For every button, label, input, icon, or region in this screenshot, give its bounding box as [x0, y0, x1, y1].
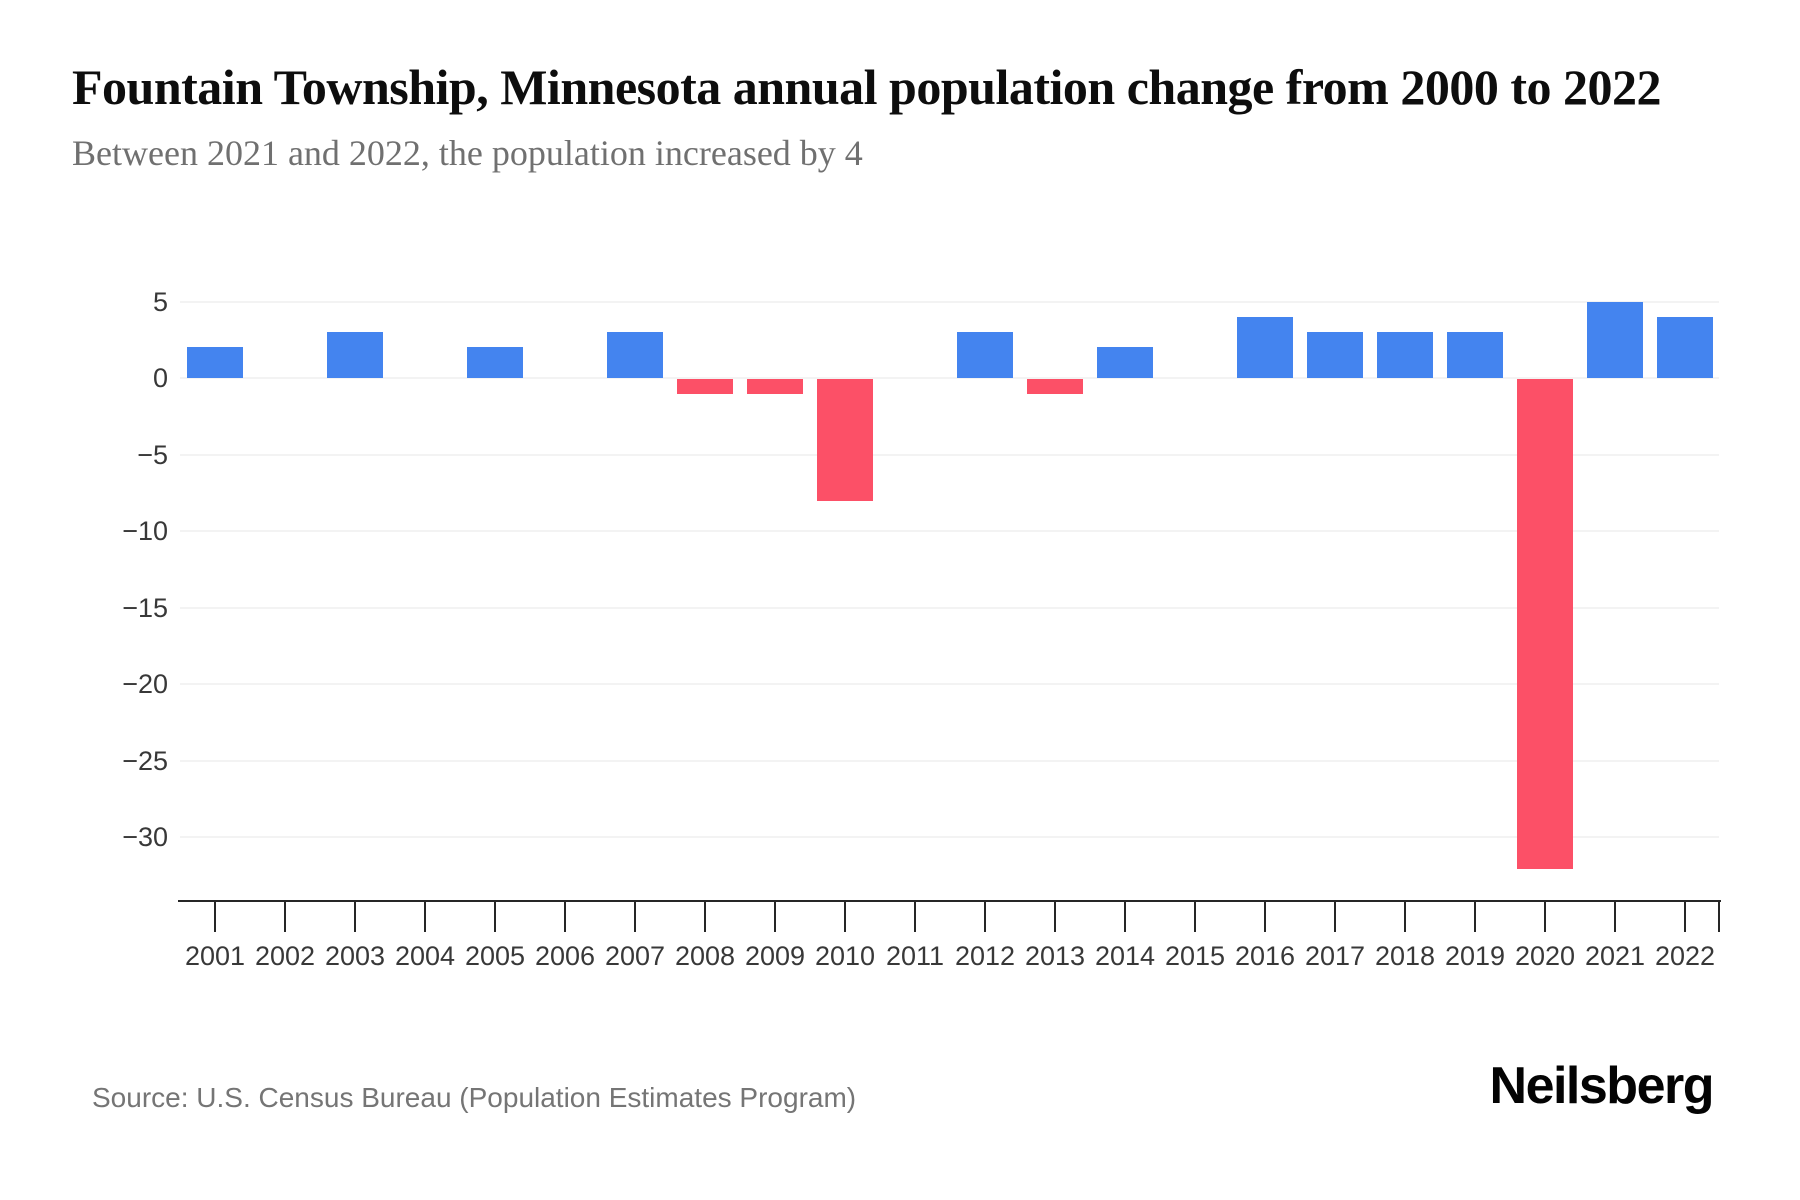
- x-axis-label-2019: 2019: [1444, 941, 1506, 971]
- x-axis-label-2021: 2021: [1584, 941, 1646, 971]
- x-tick-2019: [1474, 902, 1476, 932]
- bar-2014[interactable]: [1097, 347, 1153, 378]
- x-axis-label-2013: 2013: [1024, 941, 1086, 971]
- x-axis-label-2007: 2007: [604, 941, 666, 971]
- x-axis-label-2009: 2009: [744, 941, 806, 971]
- bar-2017[interactable]: [1307, 332, 1363, 378]
- bar-2020[interactable]: [1517, 379, 1573, 869]
- gridline-y-25: [180, 759, 1719, 762]
- x-tick-axis-end: [1718, 902, 1720, 932]
- gridline-y-5: [180, 453, 1719, 456]
- bar-2022[interactable]: [1657, 316, 1713, 378]
- x-axis-label-2018: 2018: [1374, 941, 1436, 971]
- x-tick-2002: [284, 902, 286, 932]
- x-tick-2010: [844, 902, 846, 932]
- bar-2013[interactable]: [1027, 379, 1083, 395]
- x-axis-label-2010: 2010: [814, 941, 876, 971]
- bar-2019[interactable]: [1447, 332, 1503, 378]
- bar-2007[interactable]: [607, 332, 663, 378]
- gridline-y-20: [180, 683, 1719, 685]
- x-tick-2008: [704, 902, 706, 932]
- y-axis-label--20: −20: [122, 669, 168, 699]
- x-axis-label-2020: 2020: [1514, 941, 1576, 971]
- x-axis-label-2014: 2014: [1094, 941, 1156, 971]
- x-tick-2011: [914, 902, 916, 932]
- x-axis-label-2001: 2001: [184, 941, 246, 971]
- bar-2010[interactable]: [817, 379, 873, 502]
- chart-title: Fountain Township, Minnesota annual popu…: [72, 59, 1661, 115]
- bar-2018[interactable]: [1377, 332, 1433, 378]
- x-tick-2014: [1124, 902, 1126, 932]
- y-axis-label--25: −25: [122, 745, 168, 776]
- neilsberg-logo: Neilsberg: [1489, 1057, 1715, 1115]
- bar-2016[interactable]: [1237, 316, 1293, 378]
- bar-2001[interactable]: [187, 347, 243, 378]
- x-axis-label-2005: 2005: [464, 941, 526, 971]
- x-tick-2004: [424, 902, 426, 932]
- x-axis-label-2016: 2016: [1234, 941, 1296, 971]
- x-axis-label-2002: 2002: [254, 941, 316, 971]
- x-tick-2017: [1334, 902, 1336, 932]
- source-note: Source: U.S. Census Bureau (Population E…: [92, 1082, 857, 1113]
- gridline-y-10: [180, 530, 1719, 532]
- x-axis-label-2003: 2003: [324, 941, 386, 971]
- x-tick-2016: [1264, 902, 1266, 932]
- y-axis-label--30: −30: [122, 822, 168, 852]
- x-tick-2005: [494, 902, 496, 932]
- x-tick-2003: [354, 902, 356, 932]
- y-axis-label--15: −15: [122, 592, 168, 623]
- x-axis-label-2006: 2006: [534, 941, 596, 971]
- x-tick-2018: [1404, 902, 1406, 932]
- gridline-y-15: [180, 606, 1719, 609]
- x-tick-2012: [984, 902, 986, 932]
- x-tick-2009: [774, 902, 776, 932]
- x-tick-2020: [1544, 902, 1546, 932]
- x-tick-2007: [634, 902, 636, 932]
- x-axis-label-2008: 2008: [674, 941, 736, 971]
- bar-2003[interactable]: [327, 332, 383, 378]
- chart-subtitle: Between 2021 and 2022, the population in…: [72, 133, 863, 173]
- x-axis-label-2012: 2012: [954, 941, 1016, 971]
- x-tick-2021: [1614, 902, 1616, 932]
- x-tick-2006: [564, 902, 566, 932]
- bar-2005[interactable]: [467, 347, 523, 378]
- x-tick-2001: [214, 902, 216, 932]
- x-axis-label-2011: 2011: [885, 941, 945, 971]
- x-tick-2015: [1194, 902, 1196, 932]
- gridline-y0: [180, 377, 1719, 379]
- x-axis-label-2015: 2015: [1164, 941, 1226, 971]
- gridline-y5: [180, 300, 1719, 303]
- y-axis-label--10: −10: [122, 516, 168, 546]
- y-axis-label-5: 5: [152, 286, 168, 317]
- x-tick-2022: [1684, 902, 1686, 932]
- x-axis-line: [178, 900, 1721, 902]
- x-axis-label-2022: 2022: [1654, 941, 1716, 971]
- x-axis-label-2004: 2004: [394, 941, 456, 971]
- bar-2008[interactable]: [677, 379, 733, 395]
- bar-2021[interactable]: [1587, 301, 1643, 378]
- x-axis-label-2017: 2017: [1304, 941, 1366, 971]
- x-tick-2013: [1054, 902, 1056, 932]
- bar-2012[interactable]: [957, 332, 1013, 378]
- plot-area: 5 0 −5 −10 −15 −20 −25 −30 2001 2002 2003 2004 2005 2…: [0, 280, 1800, 1040]
- y-axis-label-0: 0: [152, 363, 168, 393]
- bar-2009[interactable]: [747, 379, 803, 395]
- gridline-y-30: [180, 836, 1719, 838]
- y-axis-label--5: −5: [137, 439, 168, 470]
